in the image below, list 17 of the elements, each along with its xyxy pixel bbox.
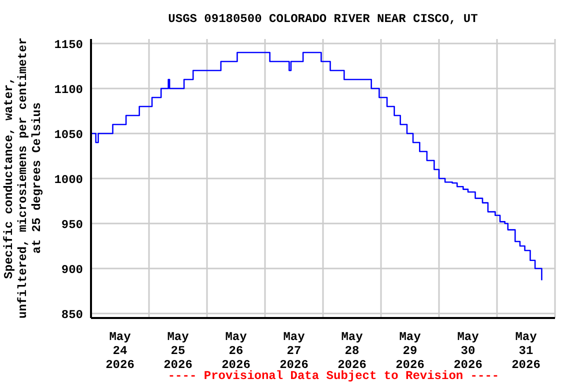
y-tick-label: 900: [61, 262, 83, 277]
x-tick-label: May 24 2026: [106, 330, 134, 372]
x-tick-label: May 29 2026: [396, 330, 424, 372]
y-axis-title: Specific conductance, water, unfiltered, microsiemens per centimeter at 25 degrees Celsius: [2, 36, 44, 320]
x-tick-label: May 30 2026: [454, 330, 482, 372]
y-tick-label: 1050: [54, 128, 83, 142]
y-tick-label: 950: [61, 218, 83, 232]
chart-title: USGS 09180500 COLORADO RIVER NEAR CISCO, UT: [167, 12, 479, 26]
x-tick-label: May 31 2026: [512, 330, 540, 372]
y-tick-label: 1000: [54, 172, 83, 187]
text: ---- Provisional Data Subject to Revision ----: [168, 369, 500, 383]
x-tick-label: May 25 2026: [164, 330, 192, 372]
x-tick-label: May 27 2026: [280, 330, 308, 372]
x-tick-label: May 26 2026: [222, 330, 250, 372]
y-tick-label: 850: [61, 308, 83, 322]
y-tick-label: 1150: [54, 38, 83, 52]
y-tick-label: 1100: [54, 82, 83, 97]
